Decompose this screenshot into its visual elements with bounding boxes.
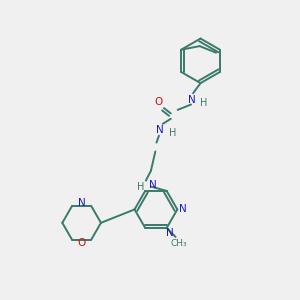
Text: N: N [156,125,164,135]
Text: H: H [137,182,145,193]
Text: CH₃: CH₃ [171,238,188,247]
Text: O: O [154,97,163,106]
Text: N: N [166,228,173,238]
Text: N: N [148,180,156,190]
Text: O: O [77,238,86,248]
Text: H: H [200,98,208,108]
Text: N: N [188,95,196,105]
Text: H: H [169,128,176,138]
Text: N: N [78,197,86,208]
Text: N: N [179,204,187,214]
